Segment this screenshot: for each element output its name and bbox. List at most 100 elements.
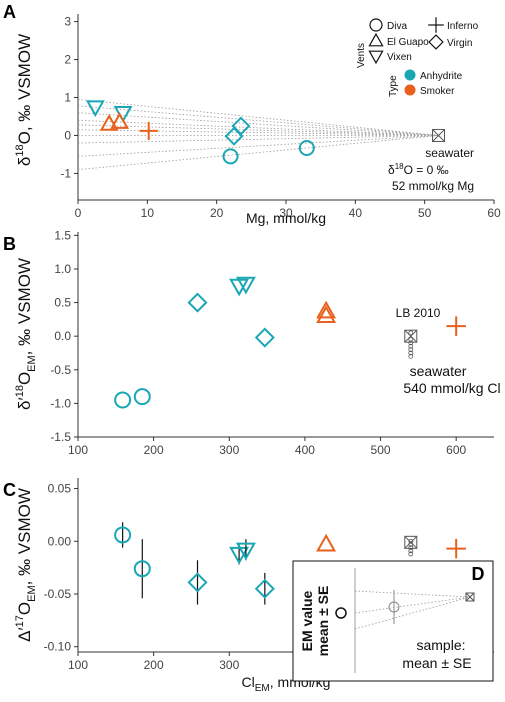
y-tick-label-a: -1 <box>60 166 71 180</box>
data-point-diva <box>114 526 132 544</box>
legend-label-diva: Diva <box>387 21 407 32</box>
inset-frame <box>292 560 494 682</box>
data-point-vixen <box>235 276 256 295</box>
x-tick-label-c: 300 <box>219 658 239 672</box>
data-point-el-guapo <box>316 300 337 319</box>
seawater-marker <box>432 128 446 142</box>
data-point-diva <box>114 391 132 409</box>
mixing-line <box>77 135 439 157</box>
inset-sample-marker <box>388 601 400 613</box>
seawater-cl-annotation: 540 mmol/kg Cl <box>403 380 500 396</box>
data-point-inferno <box>446 538 466 559</box>
lb2010-point <box>408 337 414 342</box>
legend-vents-title: Vents <box>356 43 367 68</box>
x-tick-label-b: 300 <box>219 443 239 457</box>
lb2010-point <box>408 545 414 550</box>
mixing-line <box>77 124 439 136</box>
panel-b: 100 200 300 400 500 600 -1.5 -1.0 -0.5 0.0 0.5 1.0 1… <box>3 228 501 457</box>
data-point-virgin <box>254 578 275 599</box>
mixing-line <box>77 105 439 136</box>
y-tick-label-c: 0.00 <box>48 534 72 548</box>
lb2010-point <box>408 551 414 557</box>
lb2010-point <box>408 538 414 544</box>
mixing-line <box>77 135 439 144</box>
inset-label-d: D <box>472 564 485 584</box>
x-axis-label-a: Mg, mmol/kg <box>246 210 326 226</box>
inset-mix-line <box>354 596 471 630</box>
legend-marker-vixen <box>368 50 384 65</box>
data-point-diva <box>222 148 239 165</box>
x-tick-label-a: 30 <box>279 206 293 220</box>
x-tick-label-a: 0 <box>75 206 82 220</box>
y-label-rest: , ‰ VSMOW <box>15 258 34 355</box>
y-tick-label-a: 1 <box>64 91 71 105</box>
x-tick-label-a: 60 <box>487 206 501 220</box>
legend-label-vixen: Vixen <box>387 52 412 63</box>
y-axis-label-b: δ′18OEM, ‰ VSMOW <box>14 258 38 410</box>
inset-mean-text: mean ± SE <box>402 655 471 671</box>
x-tick-label-c: 100 <box>68 658 88 672</box>
x-tick-label-a: 50 <box>418 206 432 220</box>
y-tick-label-a: 2 <box>64 53 71 67</box>
annot-rest: O = 0 ‰ <box>404 163 449 177</box>
x-tick-label-b: 400 <box>295 443 315 457</box>
inset-ylabel-line2: mean ± SE <box>315 586 331 657</box>
mixing-line <box>77 119 439 136</box>
panel-c: 100200300400500600-0.10-0.050.000.05CΔ′1… <box>3 478 494 694</box>
panel-label-b: B <box>3 234 16 254</box>
data-point-vixen <box>85 100 105 118</box>
y-tick-label-b: 0.0 <box>54 329 71 343</box>
legend-swatch-smoker <box>404 84 416 96</box>
seawater-marker-diag2 <box>432 129 445 142</box>
y-tick-label-b: -0.5 <box>50 363 71 377</box>
seawater-d18o-annotation: δ18O = 0 ‰ <box>388 162 449 177</box>
lb2010-point <box>408 330 414 336</box>
legend-marker-diva <box>369 18 383 32</box>
legend-type-title: Type <box>388 75 399 97</box>
legend-label-inferno: Inferno <box>447 21 479 32</box>
y-label-element: O <box>15 602 34 615</box>
y-label-rest: O, ‰ VSMOW <box>15 34 34 145</box>
inset-ylabel: EM valuemean ± SE <box>299 586 331 657</box>
legend-label-anhydrite: Anhydrite <box>420 71 463 82</box>
seawater-marker <box>404 329 418 343</box>
mixing-line <box>77 135 439 171</box>
y-tick-label-b: -1.0 <box>50 396 71 410</box>
y-label-superscript: 17 <box>14 615 26 627</box>
x-tick-label-a: 40 <box>349 206 363 220</box>
mixing-line <box>77 129 439 136</box>
y-tick-label-b: 0.5 <box>54 296 71 310</box>
seawater-annotation: seawater <box>425 146 474 160</box>
legend-marker-inferno <box>428 17 444 33</box>
y-tick-label-c: -0.10 <box>44 640 72 654</box>
y-tick-label-b: 1.0 <box>54 262 71 276</box>
inset-d: D EM valuemean ± SE sample: mean ± SE <box>292 560 494 682</box>
annot-superscript: 18 <box>395 162 404 171</box>
data-point-inferno <box>139 121 158 141</box>
y-label-symbol: Δ′ <box>15 627 34 642</box>
y-axis-label-c: Δ′17OEM, ‰ VSMOW <box>14 488 38 642</box>
data-point-virgin <box>224 126 244 146</box>
seawater-marker-diag2 <box>404 329 418 343</box>
x-tick-label-b: 600 <box>446 443 466 457</box>
inset-seawater-marker-box <box>465 592 475 602</box>
lb2010-point <box>408 340 414 346</box>
y-label-symbol: δ <box>15 157 34 166</box>
lb2010-point <box>408 350 414 356</box>
data-point-vixen <box>235 542 256 561</box>
lb2010-annotation: LB 2010 <box>396 306 441 320</box>
inset-em-marker <box>335 607 347 619</box>
data-point-diva <box>133 388 151 406</box>
seawater-marker-box <box>432 128 446 142</box>
data-point-virgin <box>187 572 208 593</box>
lb2010-point <box>408 343 414 349</box>
data-point-virgin <box>254 327 275 348</box>
y-tick-label-a: 3 <box>64 15 71 29</box>
mixing-line <box>77 99 439 136</box>
inset-sample-text: sample: <box>416 637 465 653</box>
data-point-diva <box>133 560 151 578</box>
x-tick-label-b: 500 <box>371 443 391 457</box>
y-label-subscript: EM <box>26 355 38 372</box>
